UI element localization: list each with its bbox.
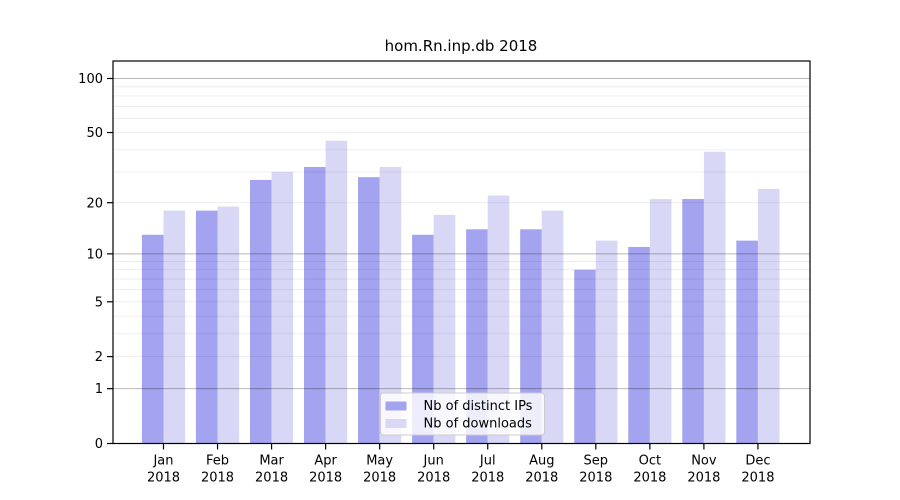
- y-tick-label-5: 5: [95, 295, 103, 310]
- bar-feb-nb-of-distinct-ips: [195, 210, 218, 444]
- bar-dec-nb-of-distinct-ips: [736, 240, 758, 444]
- bar-apr-nb-of-downloads: [325, 140, 348, 444]
- x-tick-label-year-nov: 2018: [687, 471, 720, 486]
- x-tick-label-month-dec: Dec: [745, 454, 770, 469]
- y-axis: 0 1 2 5 10 20 50 100: [78, 72, 113, 452]
- x-tick-label-year-jan: 2018: [147, 471, 180, 486]
- bar-may-nb-of-distinct-ips: [358, 177, 380, 444]
- y-tick-label-50: 50: [86, 126, 103, 141]
- x-tick-label-year-aug: 2018: [525, 471, 558, 486]
- legend-label-nb-of-downloads: Nb of downloads: [424, 417, 533, 432]
- x-tick-label-month-sep: Sep: [584, 454, 609, 469]
- x-tick-label-month-nov: Nov: [691, 454, 717, 469]
- x-axis: Jan 2018 Feb 2018 Mar 2018 Apr 2018 May 2018 Jun 20…: [147, 443, 774, 486]
- x-tick-label-month-jul: Jul: [479, 454, 496, 469]
- x-tick-label-month-mar: Mar: [259, 454, 284, 469]
- bar-jul-nb-of-distinct-ips: [466, 229, 488, 444]
- bar-aug-nb-of-downloads: [541, 210, 564, 444]
- x-tick-label-month-oct: Oct: [639, 454, 661, 469]
- bar-jun-nb-of-downloads: [433, 214, 456, 444]
- bar-mar-nb-of-distinct-ips: [249, 179, 272, 444]
- y-tick-label-10: 10: [86, 247, 103, 262]
- y-tick-label-20: 20: [86, 196, 103, 211]
- x-tick-label-month-apr: Apr: [314, 454, 337, 469]
- bar-jun-nb-of-distinct-ips: [412, 234, 434, 444]
- x-tick-label-year-apr: 2018: [309, 471, 342, 486]
- legend-swatch-nb-of-downloads: [385, 419, 407, 428]
- legend-swatch-nb-of-distinct-ips: [385, 401, 407, 411]
- x-tick-label-year-dec: 2018: [741, 471, 774, 486]
- x-tick-label-year-oct: 2018: [633, 471, 666, 486]
- y-tick-label-2: 2: [95, 350, 103, 365]
- bar-jan-nb-of-downloads: [163, 210, 186, 444]
- x-tick-label-year-feb: 2018: [201, 471, 234, 486]
- bar-oct-nb-of-downloads: [649, 199, 672, 444]
- bar-nov-nb-of-distinct-ips: [682, 199, 704, 444]
- bar-jan-nb-of-distinct-ips: [141, 234, 164, 444]
- bars: [141, 140, 780, 444]
- bar-apr-nb-of-distinct-ips: [304, 166, 326, 444]
- x-tick-label-month-jan: Jan: [152, 454, 173, 469]
- legend-label-nb-of-distinct-ips: Nb of distinct IPs: [424, 399, 533, 414]
- legend-box: [380, 392, 545, 436]
- bar-mar-nb-of-downloads: [271, 171, 294, 444]
- x-tick-label-month-may: May: [366, 454, 393, 469]
- x-tick-label-year-mar: 2018: [255, 471, 288, 486]
- y-tick-label-100: 100: [78, 72, 103, 87]
- plot-border: [112, 60, 811, 445]
- bar-oct-nb-of-distinct-ips: [628, 246, 650, 444]
- x-tick-label-year-may: 2018: [363, 471, 396, 486]
- x-tick-label-year-sep: 2018: [579, 471, 612, 486]
- bar-dec-nb-of-downloads: [757, 188, 780, 444]
- bar-sep-nb-of-distinct-ips: [574, 269, 596, 444]
- gridlines: [113, 77, 810, 390]
- x-tick-label-month-feb: Feb: [206, 454, 229, 469]
- x-tick-label-month-aug: Aug: [529, 454, 554, 469]
- bar-sep-nb-of-downloads: [595, 240, 618, 444]
- legend: Nb of distinct IPs Nb of downloads: [380, 392, 545, 436]
- bar-aug-nb-of-distinct-ips: [520, 229, 542, 444]
- bar-feb-nb-of-downloads: [217, 206, 240, 444]
- y-tick-label-0: 0: [95, 437, 103, 452]
- bar-nov-nb-of-downloads: [703, 151, 726, 444]
- x-tick-label-month-jun: Jun: [423, 454, 444, 469]
- x-tick-label-year-jul: 2018: [471, 471, 504, 486]
- bar-may-nb-of-downloads: [379, 166, 402, 444]
- x-tick-label-year-jun: 2018: [417, 471, 450, 486]
- y-tick-label-1: 1: [95, 382, 103, 397]
- bar-jul-nb-of-downloads: [487, 195, 510, 444]
- chart-title: hom.Rn.inp.db 2018: [385, 37, 538, 55]
